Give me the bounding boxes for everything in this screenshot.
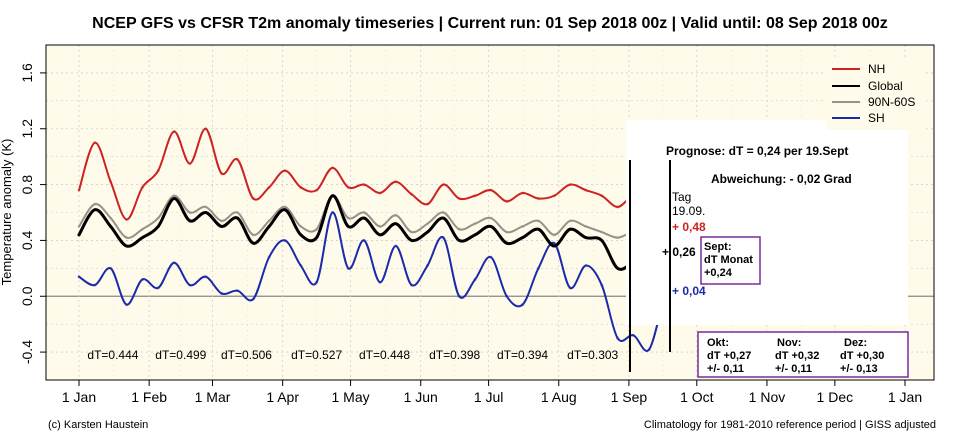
series-line-global — [77, 194, 667, 271]
x-tick-label: 1 Jan — [888, 389, 922, 405]
tag-line1: Tag — [672, 190, 691, 204]
footer-right: Climatology for 1981-2010 reference peri… — [644, 419, 936, 431]
legend-label-band: 90N-60S — [868, 95, 915, 109]
dez-line1: Dez: — [844, 337, 867, 349]
series-line-90n-60s — [78, 194, 651, 239]
y-tick-label: 0.0 — [19, 286, 35, 306]
abweichung-text: Abweichung: - 0,02 Grad — [711, 172, 852, 186]
x-tick-label: 1 Oct — [680, 389, 714, 405]
y-tick-label: 0.8 — [19, 175, 35, 195]
legend: NH Global 90N-60S SH — [826, 58, 926, 130]
sept-line2: dT Monat — [704, 254, 753, 266]
monthly-dt-layer: dT=0.444 dT=0.499 dT=0.506 dT=0.527 dT=0.448… — [87, 348, 618, 362]
nov-line3: +/- 0,11 — [775, 363, 812, 375]
chart-title: NCEP GFS vs CFSR T2m anomaly timeseries … — [92, 15, 888, 32]
nov-line1: Nov: — [777, 337, 801, 349]
legend-label-sh: SH — [868, 111, 885, 125]
okt-line1: Okt: — [707, 337, 729, 349]
x-tick-label: 1 Jan — [62, 389, 96, 405]
dez-line2: dT +0,30 — [840, 350, 884, 362]
legend-label-nh: NH — [868, 62, 885, 76]
monthly-dt-label: dT=0.506 — [221, 348, 272, 362]
sept-line3: +0,24 — [704, 267, 733, 279]
nov-line2: dT +0,32 — [775, 350, 819, 362]
monthly-dt-label: dT=0.444 — [87, 348, 138, 362]
prognose-box — [626, 120, 908, 325]
x-tick-label: 1 Apr — [266, 389, 299, 405]
okt-line3: +/- 0,11 — [707, 363, 744, 375]
monthly-dt-label: dT=0.394 — [497, 348, 548, 362]
okt-line2: dT +0,27 — [707, 350, 751, 362]
annotation-layer: Prognose: dT = 0,24 per 19.Sept Abweichu… — [626, 120, 909, 378]
series-line-sh — [78, 211, 667, 352]
y-tick-label: 1.6 — [19, 63, 35, 83]
tag-line2: 19.09. — [672, 204, 705, 218]
legend-label-global: Global — [868, 79, 903, 93]
monthly-dt-label: dT=0.303 — [567, 348, 618, 362]
nh-value: + 0,48 — [672, 220, 706, 234]
y-axis-label: Temperature anomaly (K) — [0, 139, 14, 286]
monthly-dt-label: dT=0.448 — [359, 348, 410, 362]
sept-line1: Sept: — [704, 241, 732, 253]
y-tick-label: -0.4 — [19, 340, 35, 364]
x-tick-label: 1 Jul — [474, 389, 504, 405]
y-tick-label: 1.2 — [19, 119, 35, 139]
x-tick-label: 1 Dec — [817, 389, 854, 405]
plot-frame — [45, 44, 935, 381]
prognose-text: Prognose: dT = 0,24 per 19.Sept — [666, 144, 848, 158]
sh-value: + 0,04 — [672, 284, 706, 298]
forecast-box — [697, 331, 909, 378]
monthly-dt-label: dT=0.499 — [155, 348, 206, 362]
x-tick-label: 1 Nov — [749, 389, 786, 405]
monthly-dt-label: dT=0.398 — [429, 348, 480, 362]
x-tick-label: 1 Aug — [541, 389, 577, 405]
x-tick-label: 1 Jun — [404, 389, 438, 405]
global-value: + 0,26 — [662, 245, 696, 259]
footer-left: (c) Karsten Haustein — [48, 419, 148, 431]
x-tick-label: 1 Mar — [195, 389, 231, 405]
y-tick-label: 0.4 — [19, 230, 35, 250]
series-line-nh — [78, 127, 651, 221]
x-tick-label: 1 Sep — [611, 389, 648, 405]
sept-box — [700, 236, 761, 285]
x-tick-label: 1 May — [331, 389, 369, 405]
x-tick-label: 1 Feb — [131, 389, 167, 405]
monthly-dt-label: dT=0.527 — [291, 348, 342, 362]
dez-line3: +/- 0,13 — [840, 363, 878, 375]
axes-layer: -0.4 0.0 0.4 0.8 1.2 1.6 1 Jan 1 Feb 1 Mar 1 Apr 1… — [19, 44, 935, 405]
